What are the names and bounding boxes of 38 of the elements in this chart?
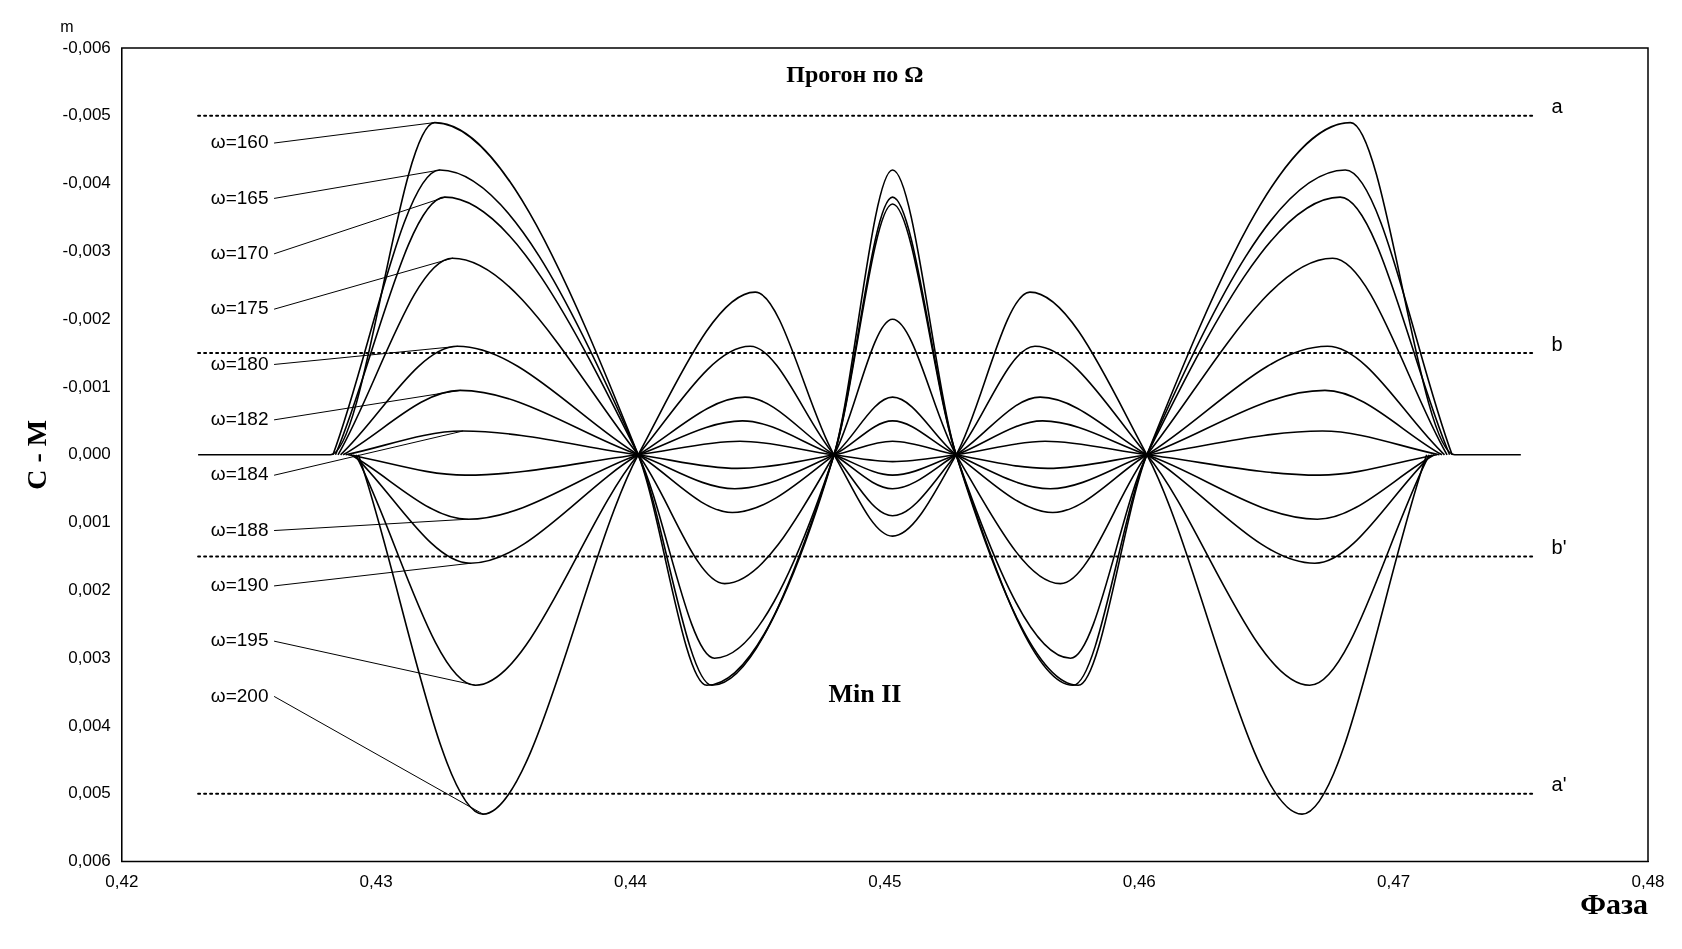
annotation: ω=170 <box>210 241 269 263</box>
y-tick-label: 0,003 <box>68 647 111 667</box>
y-tick-label: 0,001 <box>68 512 111 532</box>
annotation: ω=165 <box>210 186 269 208</box>
annotation: Min II <box>828 678 902 708</box>
annotation: ω=160 <box>210 131 269 153</box>
annotation: ω=200 <box>210 684 269 706</box>
ref-line-label: b' <box>1551 536 1567 559</box>
annotation: ω=195 <box>210 629 269 651</box>
annotation: ω=190 <box>210 574 269 596</box>
y-tick-label: 0,000 <box>68 444 111 464</box>
y-tick-label: 0,004 <box>68 715 111 735</box>
y-tick-label: -0,001 <box>62 376 111 396</box>
y-tick-label: 0,005 <box>68 783 111 803</box>
annotation: ω=182 <box>210 408 269 430</box>
x-tick-label: 0,45 <box>868 872 902 892</box>
y-tick-label: -0,002 <box>62 308 111 328</box>
x-tick-label: 0,43 <box>359 872 393 892</box>
y-axis-title: C - M <box>21 419 53 490</box>
x-tick-label: 0,47 <box>1377 872 1411 892</box>
ref-line-label: a' <box>1551 773 1567 796</box>
annotation: ω=184 <box>210 463 269 485</box>
x-tick-label: 0,44 <box>613 872 648 892</box>
y-tick-label: -0,006 <box>62 37 111 57</box>
text: Прогон по Ω <box>786 61 924 88</box>
ref-line-label: b <box>1551 332 1563 355</box>
y-tick-label: -0,004 <box>62 173 111 193</box>
y-tick-label: 0,002 <box>68 580 111 600</box>
y-tick-label: -0,005 <box>62 105 111 125</box>
x-tick-label: 0,46 <box>1122 872 1156 892</box>
annotation: ω=188 <box>210 518 269 540</box>
y-tick-label: -0,003 <box>62 241 111 261</box>
y-tick-label: 0,006 <box>68 851 111 871</box>
annotation: ω=180 <box>210 352 269 374</box>
annotation: ω=175 <box>210 297 269 319</box>
x-tick-label: 0,42 <box>105 872 139 892</box>
text: m <box>60 18 74 36</box>
ref-line-label: a <box>1551 95 1564 118</box>
